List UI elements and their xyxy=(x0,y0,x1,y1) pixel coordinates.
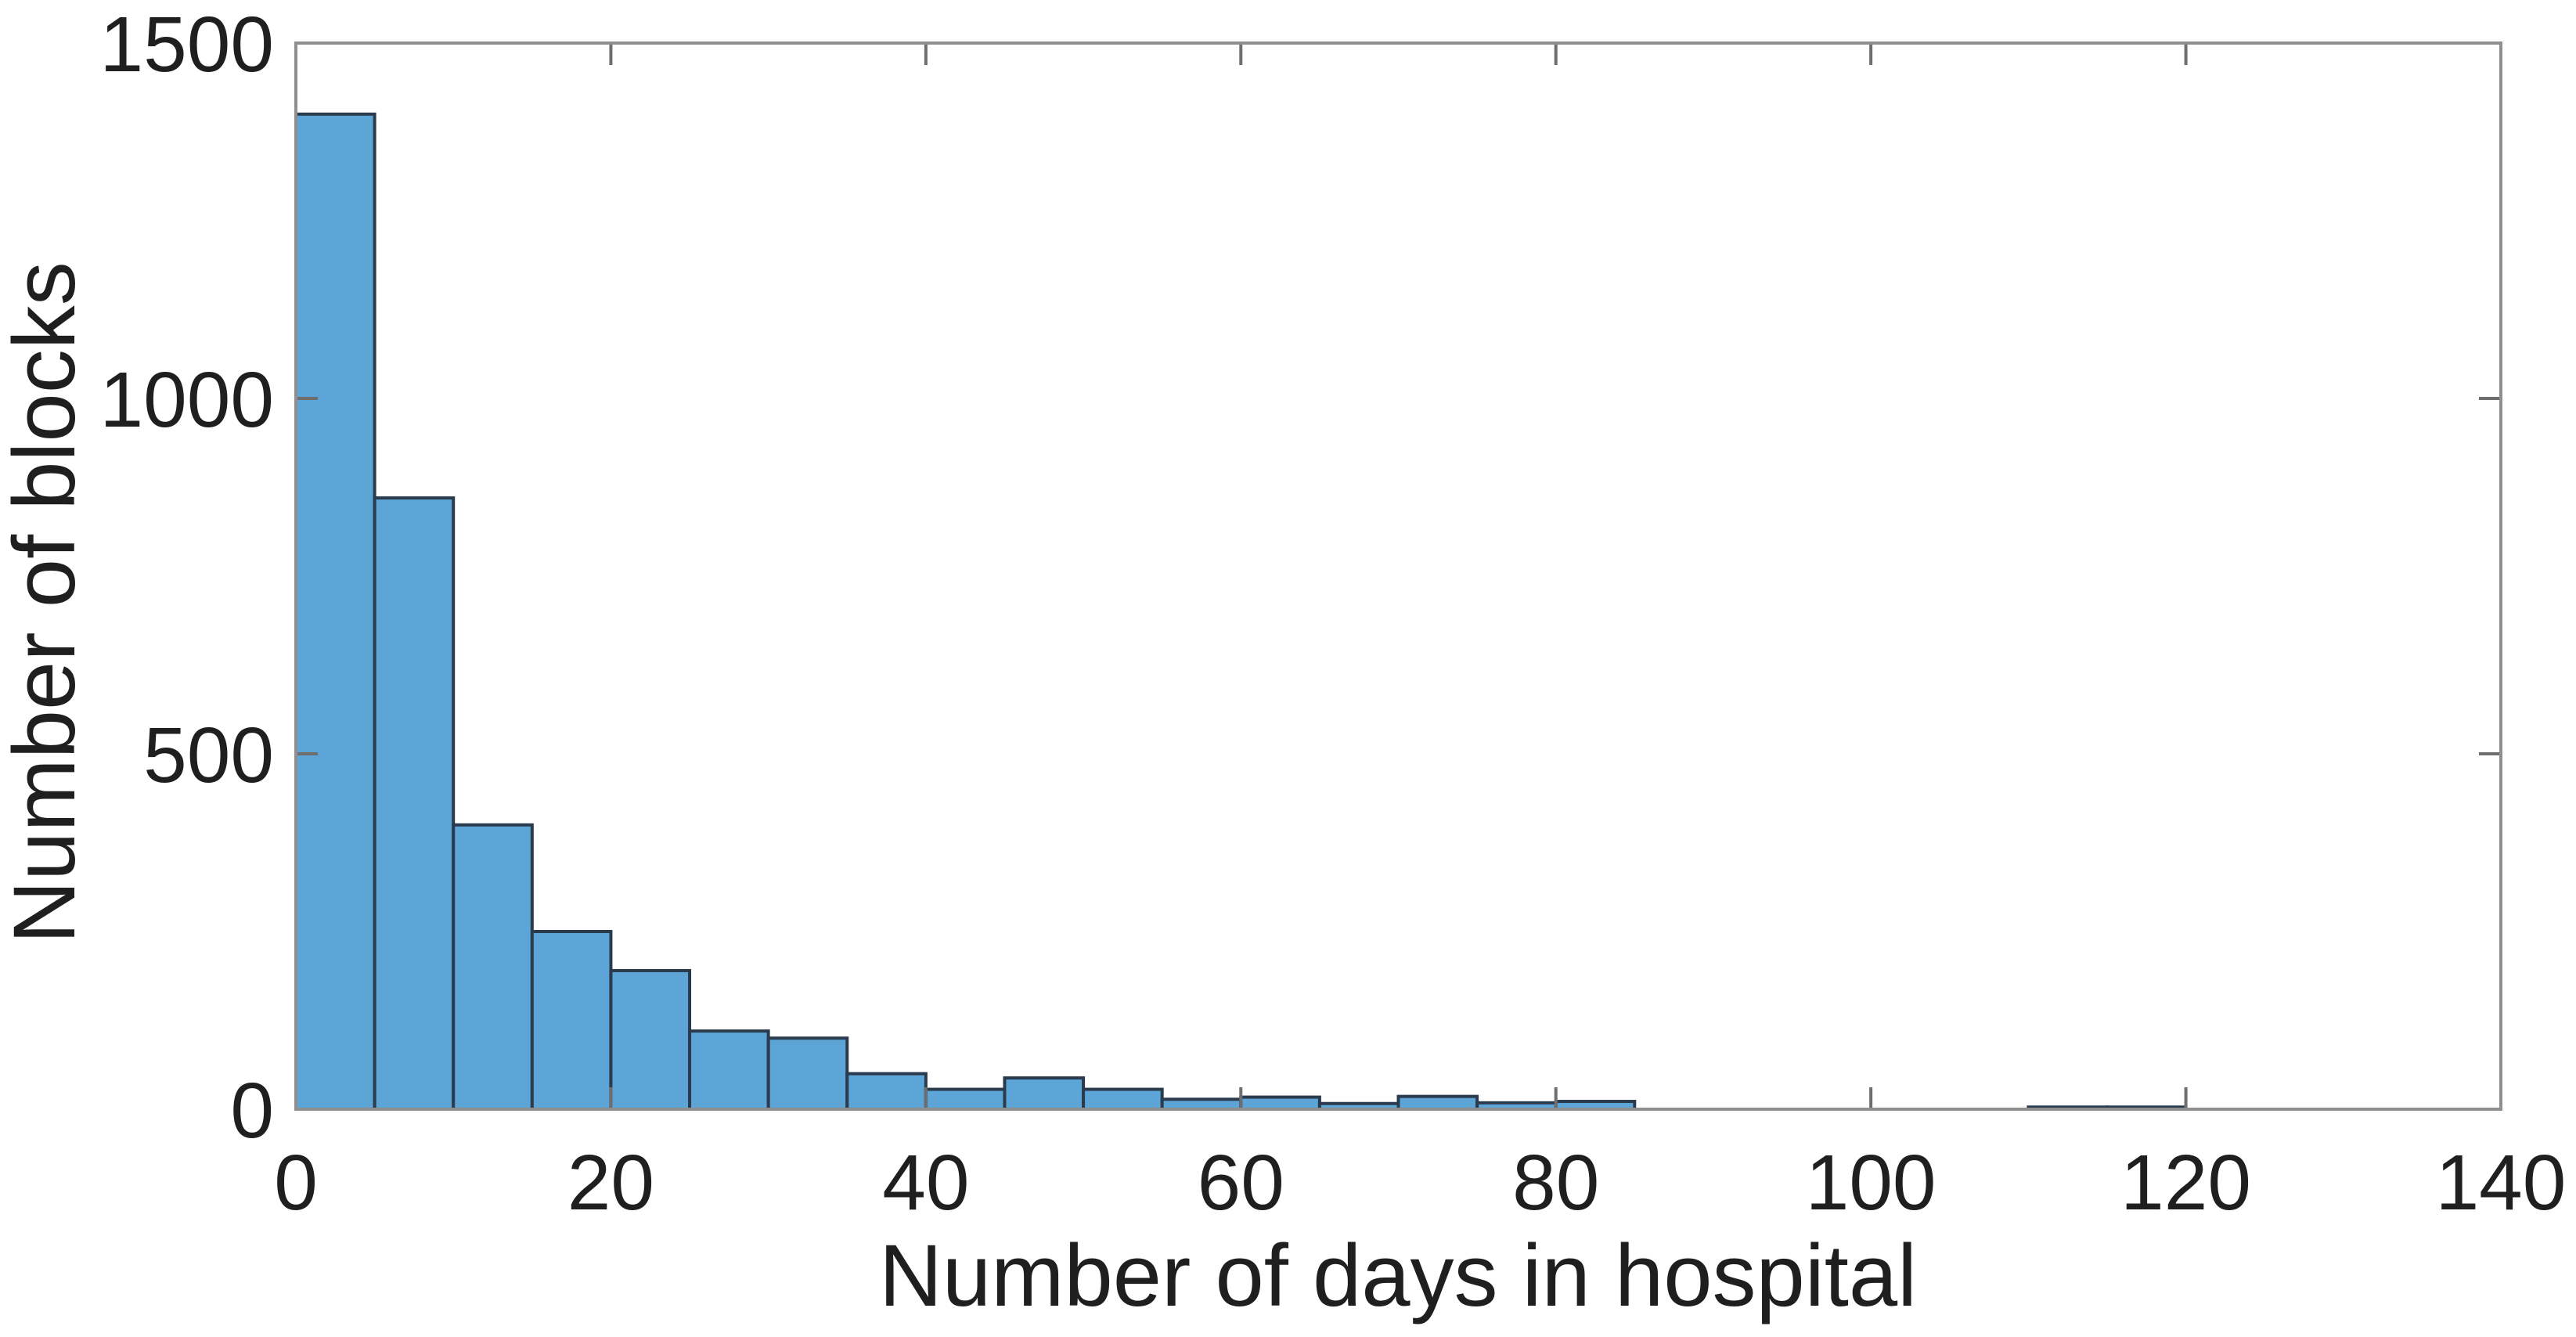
histogram-bar xyxy=(766,1036,849,1111)
x-tick-label: 140 xyxy=(2436,1139,2567,1227)
x-tick-label: 40 xyxy=(882,1139,969,1227)
x-tick-label: 20 xyxy=(567,1139,654,1227)
histogram-bar xyxy=(1082,1087,1164,1112)
histogram-bar xyxy=(845,1072,928,1111)
histogram-bar xyxy=(1239,1095,1321,1111)
x-tick-label: 60 xyxy=(1198,1139,1284,1227)
y-tick-label: 0 xyxy=(230,1067,274,1155)
x-axis-label: Number of days in hospital xyxy=(879,1227,1917,1324)
axis-box xyxy=(294,41,2502,1111)
histogram-bar xyxy=(609,968,692,1111)
histogram-bar xyxy=(530,930,613,1111)
ticks-group xyxy=(294,41,2502,1111)
x-tick-label: 80 xyxy=(1512,1139,1599,1227)
histogram-bar xyxy=(924,1087,1007,1112)
histogram-bar xyxy=(294,112,376,1111)
y-tick-label: 1500 xyxy=(100,1,274,88)
histogram-bar xyxy=(452,823,534,1112)
x-tick-label: 0 xyxy=(274,1139,318,1227)
bars-group xyxy=(294,112,2188,1112)
histogram-bar xyxy=(373,496,456,1111)
x-tick-label: 120 xyxy=(2120,1139,2251,1227)
histogram-bar xyxy=(688,1029,770,1111)
histogram-bar xyxy=(1396,1094,1479,1112)
y-tick-label: 500 xyxy=(143,712,274,799)
y-axis-label: Number of blocks xyxy=(0,261,93,943)
histogram-bar xyxy=(1003,1076,1086,1111)
x-tick-label: 100 xyxy=(1806,1139,1937,1227)
tick-labels-group: 0 20 40 60 80 100 120 140 0 500 1000 1500 xyxy=(100,1,2567,1227)
y-tick-label: 1000 xyxy=(100,356,274,444)
